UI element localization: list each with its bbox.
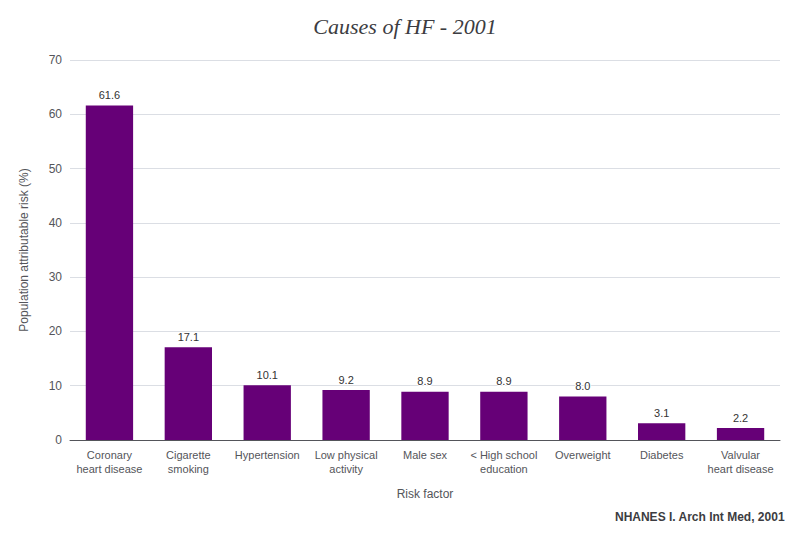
svg-text:Risk factor: Risk factor — [397, 487, 454, 501]
svg-text:8.9: 8.9 — [496, 375, 511, 387]
svg-text:Valvular: Valvular — [721, 449, 760, 461]
svg-text:17.1: 17.1 — [178, 331, 199, 343]
svg-text:50: 50 — [49, 162, 63, 176]
svg-text:40: 40 — [49, 216, 63, 230]
svg-text:8.9: 8.9 — [417, 375, 432, 387]
svg-text:smoking: smoking — [168, 463, 209, 475]
svg-text:0: 0 — [55, 433, 62, 447]
svg-text:Cigarette: Cigarette — [166, 449, 211, 461]
svg-text:Diabetes: Diabetes — [640, 449, 684, 461]
svg-text:Hypertension: Hypertension — [235, 449, 300, 461]
svg-text:20: 20 — [49, 324, 63, 338]
svg-text:heart disease: heart disease — [76, 463, 142, 475]
svg-text:heart disease: heart disease — [708, 463, 774, 475]
svg-text:Coronary: Coronary — [87, 449, 133, 461]
svg-text:Population attributable risk (: Population attributable risk (%) — [17, 168, 31, 331]
svg-text:Low physical: Low physical — [315, 449, 378, 461]
svg-text:activity: activity — [329, 463, 363, 475]
svg-text:< High school: < High school — [470, 449, 537, 461]
svg-text:Causes of HF - 2001: Causes of HF - 2001 — [313, 14, 496, 39]
svg-text:2.2: 2.2 — [733, 412, 748, 424]
svg-text:10: 10 — [49, 379, 63, 393]
svg-text:9.2: 9.2 — [338, 374, 353, 386]
svg-text:NHANES I. Arch Int Med, 2001: NHANES I. Arch Int Med, 2001 — [615, 510, 785, 524]
svg-text:Male sex: Male sex — [403, 449, 448, 461]
svg-text:61.6: 61.6 — [99, 89, 120, 101]
svg-text:3.1: 3.1 — [654, 407, 669, 419]
svg-text:education: education — [480, 463, 528, 475]
svg-text:10.1: 10.1 — [257, 369, 278, 381]
svg-text:Overweight: Overweight — [555, 449, 611, 461]
svg-text:70: 70 — [49, 53, 63, 67]
svg-text:60: 60 — [49, 107, 63, 121]
svg-text:8.0: 8.0 — [575, 380, 590, 392]
svg-text:30: 30 — [49, 270, 63, 284]
